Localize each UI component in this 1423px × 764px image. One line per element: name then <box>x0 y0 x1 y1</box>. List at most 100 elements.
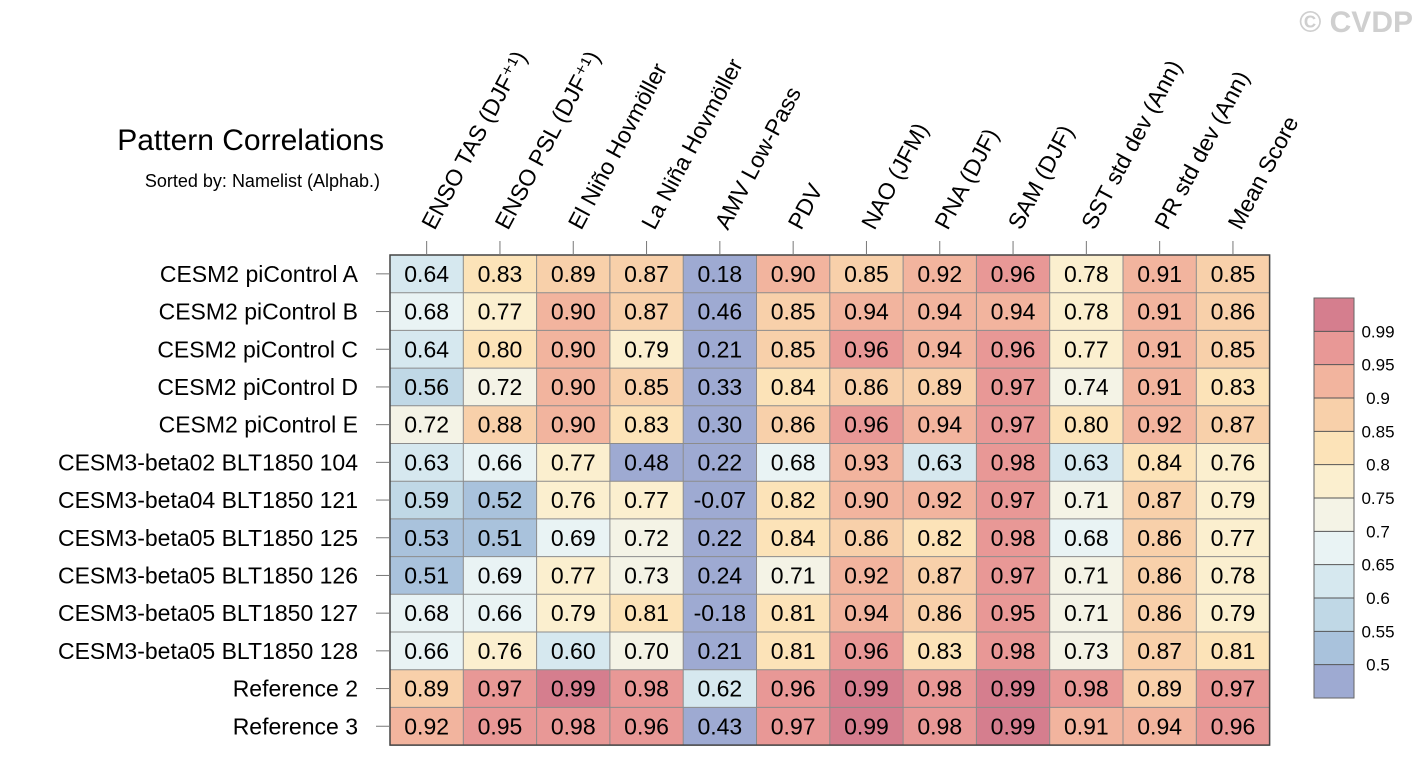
heatmap-cell <box>390 405 464 444</box>
heatmap-cell <box>903 443 977 482</box>
cell-value: 0.78 <box>1064 261 1109 287</box>
heatmap-cell <box>1123 632 1197 670</box>
cell-value: -0.07 <box>694 487 746 513</box>
heatmap-cell <box>1196 255 1270 293</box>
heatmap-cell <box>1123 556 1197 595</box>
cell-value: 0.98 <box>917 713 962 739</box>
heatmap-cell <box>903 405 977 444</box>
heatmap-cell <box>1196 707 1270 746</box>
cell-value: 0.84 <box>771 374 816 400</box>
cell-value: 0.68 <box>404 600 449 626</box>
row-label: CESM2 piControl B <box>159 299 358 325</box>
cell-value: 0.71 <box>1064 600 1109 626</box>
cell-value: 0.81 <box>1211 638 1256 664</box>
cell-value: 0.77 <box>551 449 596 475</box>
heatmap-cell <box>683 368 757 406</box>
cell-value: 0.96 <box>991 261 1036 287</box>
cell-value: 0.97 <box>991 412 1036 438</box>
cell-value: 0.94 <box>844 299 889 325</box>
heatmap-cell <box>903 632 977 670</box>
chart-title: Pattern Correlations <box>117 124 384 157</box>
colorbar-segment <box>1314 631 1354 665</box>
cell-value: 0.96 <box>844 638 889 664</box>
heatmap-cell <box>976 669 1050 708</box>
cell-value: 0.68 <box>404 299 449 325</box>
cell-value: 0.94 <box>844 600 889 626</box>
row-label: CESM2 piControl E <box>159 412 358 438</box>
heatmap-cell <box>390 481 464 519</box>
cell-value: 0.94 <box>1137 713 1182 739</box>
heatmap-cell <box>903 707 977 746</box>
heatmap-cell <box>903 669 977 708</box>
heatmap-cell <box>536 632 610 670</box>
heatmap-cell <box>1049 481 1123 519</box>
cell-value: 0.96 <box>991 336 1036 362</box>
heatmap-cell <box>390 330 464 369</box>
cell-value: 0.85 <box>844 261 889 287</box>
heatmap-cell <box>1123 255 1197 293</box>
cell-value: 0.91 <box>1137 374 1182 400</box>
cell-value: 0.56 <box>404 374 449 400</box>
colorbar: 0.5 0.55 0.6 0.65 0.7 0.75 0.8 0.85 0.9 0.95 0.99 <box>1313 297 1395 699</box>
cell-value: 0.69 <box>478 562 523 588</box>
heatmap-cell <box>1196 669 1270 708</box>
cell-value: 0.92 <box>917 487 962 513</box>
heatmap-cell <box>1123 368 1197 406</box>
cell-value: 0.86 <box>1137 600 1182 626</box>
cell-value: 0.82 <box>917 525 962 551</box>
cell-value: 0.77 <box>1211 525 1256 551</box>
heatmap-grid <box>389 254 1271 746</box>
heatmap-cell <box>976 330 1050 369</box>
cell-value: 0.98 <box>991 525 1036 551</box>
cell-value: 0.94 <box>917 412 962 438</box>
colorbar-segment <box>1314 431 1354 465</box>
cell-value: 0.60 <box>551 638 596 664</box>
cell-value: 0.98 <box>917 676 962 702</box>
cell-value: 0.70 <box>624 638 669 664</box>
heatmap-cell <box>390 632 464 670</box>
cell-value: 0.97 <box>991 374 1036 400</box>
colorbar-label: 0.7 <box>1366 522 1390 541</box>
heatmap-cell <box>756 405 830 444</box>
cell-value: 0.92 <box>1137 412 1182 438</box>
heatmap-cell <box>976 481 1050 519</box>
heatmap-cell <box>536 518 610 557</box>
heatmap-cell <box>683 669 757 708</box>
cell-value: 0.94 <box>991 299 1036 325</box>
heatmap-cell <box>1123 443 1197 482</box>
colorbar-segment <box>1314 664 1354 698</box>
cell-value: 0.77 <box>1064 336 1109 362</box>
cell-value: 0.90 <box>771 261 816 287</box>
cvdp-watermark: © CVDP <box>1299 6 1413 39</box>
cell-value: 0.71 <box>1064 562 1109 588</box>
heatmap-cell <box>976 632 1050 670</box>
cell-value: 0.83 <box>1211 374 1256 400</box>
cell-value: 0.76 <box>478 638 523 664</box>
heatmap-cell <box>829 556 904 595</box>
cell-value: 0.85 <box>771 336 816 362</box>
heatmap-cell <box>609 292 684 331</box>
cell-value: 0.86 <box>844 374 889 400</box>
cell-value: 0.87 <box>1211 412 1256 438</box>
heatmap-cell <box>756 518 830 557</box>
heatmap-cell <box>1196 481 1270 519</box>
heatmap-cell <box>976 405 1050 444</box>
heatmap-cell <box>609 669 684 708</box>
row-label: Reference 3 <box>233 713 358 739</box>
heatmap-cell <box>463 669 537 708</box>
cell-value: 0.82 <box>771 487 816 513</box>
heatmap-cell <box>390 255 464 293</box>
heatmap-cell <box>903 556 977 595</box>
heatmap-cell <box>976 556 1050 595</box>
heatmap-cell <box>463 292 537 331</box>
cell-value: 0.81 <box>624 600 669 626</box>
cell-value: 0.78 <box>1211 562 1256 588</box>
cell-value: 0.99 <box>844 676 889 702</box>
heatmap-cell <box>683 481 757 519</box>
cell-value: 0.43 <box>697 713 742 739</box>
heatmap-cell <box>1123 594 1197 632</box>
cell-value: 0.99 <box>991 676 1036 702</box>
cell-value: 0.99 <box>991 713 1036 739</box>
cell-value: 0.78 <box>1064 299 1109 325</box>
heatmap-cell <box>683 405 757 444</box>
